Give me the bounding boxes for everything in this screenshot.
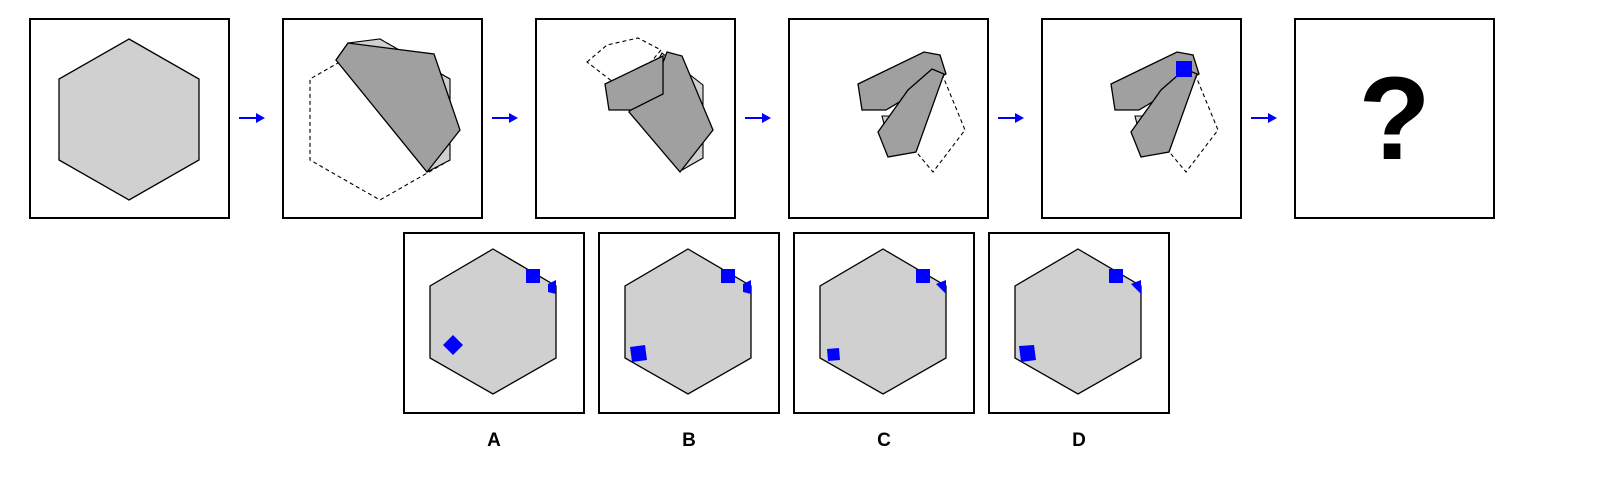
step-1-panel <box>29 18 230 219</box>
option-b-hexagon <box>624 248 752 395</box>
arrow-right-icon <box>239 113 265 123</box>
hole <box>630 345 647 362</box>
step-5-panel <box>1041 18 1242 219</box>
second-fold-diagram <box>586 37 714 174</box>
hole <box>827 348 840 361</box>
hole <box>1131 280 1141 294</box>
question-mark: ? <box>1358 52 1431 185</box>
option-a-label: A <box>487 430 501 451</box>
arrow-right-icon <box>998 113 1024 123</box>
option-c-card[interactable] <box>793 232 975 414</box>
option-d-card[interactable] <box>988 232 1170 414</box>
hole <box>936 280 946 294</box>
step-3-panel <box>535 18 736 219</box>
question-panel: ? <box>1294 18 1495 219</box>
arrow-right-icon <box>745 113 771 123</box>
hole <box>1019 345 1036 362</box>
hole <box>1109 269 1123 283</box>
option-d-hexagon <box>1014 248 1142 395</box>
hole <box>916 269 930 283</box>
hole <box>548 280 556 294</box>
option-a-card[interactable] <box>403 232 585 414</box>
option-b-card[interactable] <box>598 232 780 414</box>
option-b-label: B <box>682 430 696 451</box>
punched-hole <box>1176 61 1192 77</box>
step-2-panel <box>282 18 483 219</box>
punched-fold-diagram <box>1110 51 1219 173</box>
arrow-right-icon <box>492 113 518 123</box>
hole <box>721 269 735 283</box>
option-c-hexagon <box>819 248 947 395</box>
step-4-panel <box>788 18 989 219</box>
hexagon-paper <box>58 38 200 201</box>
hole <box>443 335 463 355</box>
third-fold-diagram <box>857 51 966 173</box>
hole <box>526 269 540 283</box>
hole <box>743 280 751 294</box>
option-a-hexagon <box>429 248 557 395</box>
option-d-label: D <box>1072 430 1086 451</box>
first-fold-diagram <box>309 38 461 201</box>
arrow-right-icon <box>1251 113 1277 123</box>
option-c-label: C <box>877 430 891 451</box>
